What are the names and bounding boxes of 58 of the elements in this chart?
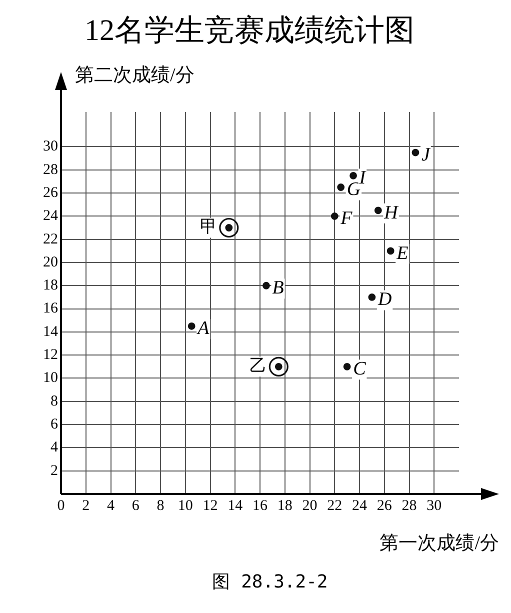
y-tick-label: 18 (43, 278, 58, 294)
y-tick-label: 28 (43, 162, 58, 178)
y-tick-label: 2 (50, 462, 58, 479)
y-tick-label: 4 (50, 440, 58, 456)
x-tick-label: 12 (202, 498, 218, 514)
x-tick-label: 22 (327, 498, 342, 514)
y-tick-label: 14 (43, 324, 58, 340)
annotation: C (353, 358, 366, 380)
x-axis-title: 第一次成绩/分 (380, 532, 499, 554)
x-tick-label: 16 (252, 498, 268, 514)
x-tick-label: 24 (352, 498, 368, 514)
point (268, 356, 288, 376)
y-tick-label: 30 (43, 138, 58, 155)
annotation: H (383, 202, 400, 224)
chart-title: 12名学生竞赛成绩统计图 (84, 14, 414, 47)
caption: 图 28.3.2-2 (212, 572, 328, 593)
point (350, 172, 357, 180)
y-tick-label: 26 (43, 184, 58, 201)
annotation: A (196, 318, 210, 340)
y-axis-title: 第二次成绩/分 (75, 64, 194, 86)
annotation: I (358, 168, 368, 189)
point (374, 206, 382, 214)
y-tick-label: 16 (43, 300, 58, 317)
x-tick-label: 30 (426, 498, 442, 514)
point (262, 282, 270, 290)
point (330, 212, 338, 220)
annotation: B (272, 278, 284, 299)
y-tick-label: 20 (43, 254, 58, 270)
x-tick-label: 18 (277, 498, 292, 514)
x-tick-label: 0 (57, 498, 65, 514)
annotation: F (340, 208, 353, 230)
y-tick-label: 6 (50, 416, 58, 432)
y-tick-label: 8 (50, 393, 58, 410)
point (368, 294, 376, 301)
x-tick-label: 8 (156, 498, 164, 514)
annotation: 乙 (250, 356, 267, 376)
x-tick-label: 14 (228, 498, 244, 514)
x-tick-label: 6 (132, 498, 140, 514)
y-tick-label: 12 (43, 347, 58, 364)
point (188, 322, 196, 330)
x-tick-label: 26 (376, 498, 392, 514)
point (412, 148, 420, 156)
x-tick-label: 2 (82, 498, 90, 514)
x-tick-label: 20 (302, 498, 318, 514)
annotation: 甲 (200, 217, 217, 236)
point (337, 184, 345, 191)
point (343, 362, 351, 370)
y-tick-label: 10 (43, 370, 58, 386)
y-tick-label: 24 (43, 208, 58, 224)
point (386, 247, 394, 255)
x-tick-label: 4 (107, 498, 115, 514)
x-tick-label: 28 (402, 498, 417, 514)
annotation: D (376, 289, 392, 310)
x-tick-label: 10 (178, 498, 193, 514)
point (219, 218, 239, 238)
annotation: E (396, 242, 409, 264)
annotation: J (421, 144, 432, 166)
y-tick-label: 22 (43, 231, 58, 248)
